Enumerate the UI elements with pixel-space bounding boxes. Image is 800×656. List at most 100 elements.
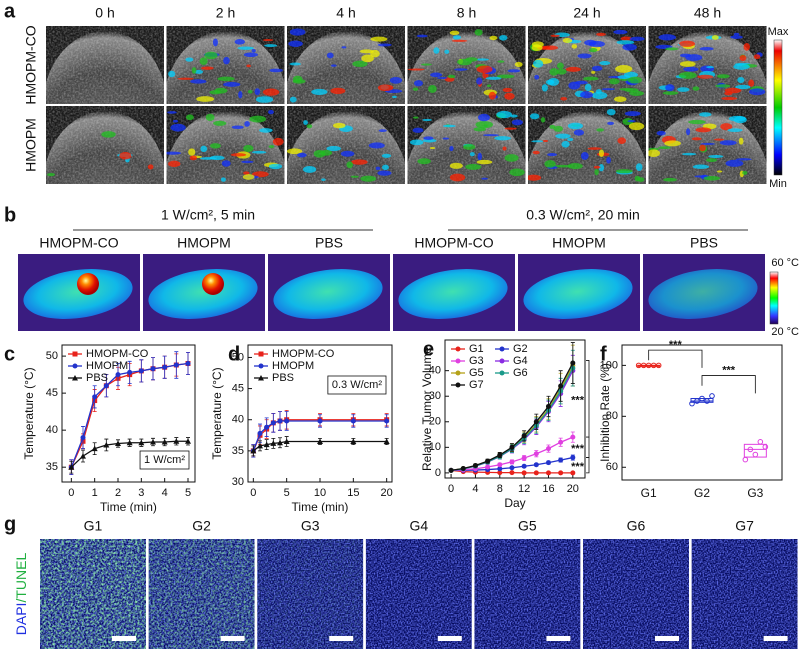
y-axis-label: Inhibition Rate (%) bbox=[598, 363, 612, 462]
mouse-body bbox=[523, 269, 633, 319]
legend-label: G2 bbox=[513, 343, 528, 355]
thermal-image bbox=[393, 254, 515, 331]
signal-spot bbox=[223, 82, 241, 87]
data-point bbox=[383, 438, 390, 445]
y-tick-label: 0 bbox=[435, 467, 441, 479]
signal-spot bbox=[719, 140, 737, 146]
significance-bracket bbox=[701, 375, 756, 394]
data-point bbox=[80, 453, 86, 459]
signal-spot bbox=[613, 29, 628, 35]
x-tick-label: 10 bbox=[314, 487, 326, 499]
column-header: G1 bbox=[84, 518, 103, 534]
signal-spot bbox=[186, 114, 194, 121]
signal-spot bbox=[699, 46, 714, 51]
data-point bbox=[270, 420, 276, 426]
signal-spot bbox=[463, 144, 476, 150]
signal-spot bbox=[486, 84, 492, 88]
signal-spot bbox=[542, 139, 549, 142]
legend-marker bbox=[499, 370, 505, 376]
signal-spot bbox=[243, 52, 258, 58]
signal-spot bbox=[289, 96, 297, 103]
legend-marker bbox=[455, 346, 461, 352]
signal-spot bbox=[664, 140, 681, 147]
y-axis-label: Temperature (°C) bbox=[210, 367, 224, 459]
speckle bbox=[46, 26, 164, 104]
signal-spot bbox=[596, 128, 605, 132]
signal-spot bbox=[436, 76, 448, 79]
signal-spot bbox=[584, 39, 597, 46]
signal-spot bbox=[485, 76, 502, 80]
x-tick-label: 16 bbox=[542, 483, 554, 495]
annotation: 0.3 W/cm² bbox=[332, 379, 382, 391]
signal-spot bbox=[381, 153, 392, 158]
signal-spot bbox=[606, 108, 616, 116]
signal-spot bbox=[287, 148, 303, 155]
signal-spot bbox=[474, 29, 483, 36]
signal-spot bbox=[268, 109, 274, 115]
x-tick-label: 5 bbox=[185, 487, 191, 499]
ultrasound-image bbox=[648, 26, 767, 104]
speckle bbox=[166, 106, 285, 184]
ultrasound-image bbox=[407, 106, 526, 184]
significance-label: *** bbox=[571, 461, 585, 473]
data-point bbox=[709, 393, 715, 399]
signal-spot bbox=[554, 164, 572, 168]
signal-spot bbox=[591, 91, 608, 100]
signal-spot bbox=[475, 120, 494, 129]
signal-spot bbox=[428, 84, 437, 93]
signal-spot bbox=[721, 96, 738, 101]
signal-spot bbox=[476, 159, 493, 165]
signal-spot bbox=[442, 124, 456, 128]
signal-spot bbox=[449, 30, 460, 36]
legend-label: HMOPM bbox=[272, 360, 314, 372]
data-point bbox=[138, 439, 145, 446]
signal-spot bbox=[410, 139, 424, 146]
signal-spot bbox=[577, 53, 592, 59]
panel-label: b bbox=[4, 204, 16, 226]
data-point bbox=[264, 424, 270, 430]
signal-spot bbox=[422, 118, 432, 122]
signal-spot bbox=[191, 67, 197, 74]
signal-spot bbox=[413, 80, 424, 87]
signal-spot bbox=[268, 163, 283, 170]
signal-spot bbox=[544, 160, 556, 168]
signal-spot bbox=[476, 77, 483, 85]
data-point bbox=[91, 445, 98, 452]
data-point bbox=[472, 462, 478, 468]
column-header: 8 h bbox=[457, 5, 476, 21]
x-tick-label: 4 bbox=[472, 483, 478, 495]
column-header: 0 h bbox=[95, 5, 114, 21]
signal-spot bbox=[571, 44, 578, 49]
signal-spot bbox=[326, 146, 341, 152]
signal-spot bbox=[599, 61, 611, 66]
y-tick-label: 50 bbox=[46, 350, 58, 362]
x-tick-label: G3 bbox=[747, 486, 763, 500]
data-point bbox=[509, 465, 515, 471]
signal-spot bbox=[555, 133, 571, 139]
signal-spot bbox=[728, 115, 746, 122]
signal-spot bbox=[540, 117, 546, 123]
signal-spot bbox=[352, 60, 368, 68]
signal-spot bbox=[562, 37, 573, 43]
signal-spot bbox=[166, 151, 182, 155]
signal-spot bbox=[430, 72, 443, 78]
signal-spot bbox=[330, 64, 337, 67]
signal-spot bbox=[534, 74, 540, 80]
legend-marker bbox=[72, 351, 78, 357]
signal-spot bbox=[220, 177, 226, 182]
signal-spot bbox=[648, 149, 661, 158]
signal-spot bbox=[147, 164, 154, 170]
data-point bbox=[558, 439, 564, 445]
signal-spot bbox=[433, 47, 440, 54]
column-header: 2 h bbox=[216, 5, 235, 21]
signal-spot bbox=[268, 144, 275, 149]
ultrasound-image bbox=[166, 26, 285, 104]
signal-spot bbox=[321, 178, 326, 181]
signal-spot bbox=[377, 43, 392, 47]
microscopy-image bbox=[148, 539, 255, 649]
scale-bar bbox=[763, 636, 788, 641]
data-point bbox=[497, 466, 503, 472]
data-point bbox=[173, 438, 180, 444]
data-point bbox=[752, 451, 759, 458]
signal-spot bbox=[738, 137, 744, 145]
